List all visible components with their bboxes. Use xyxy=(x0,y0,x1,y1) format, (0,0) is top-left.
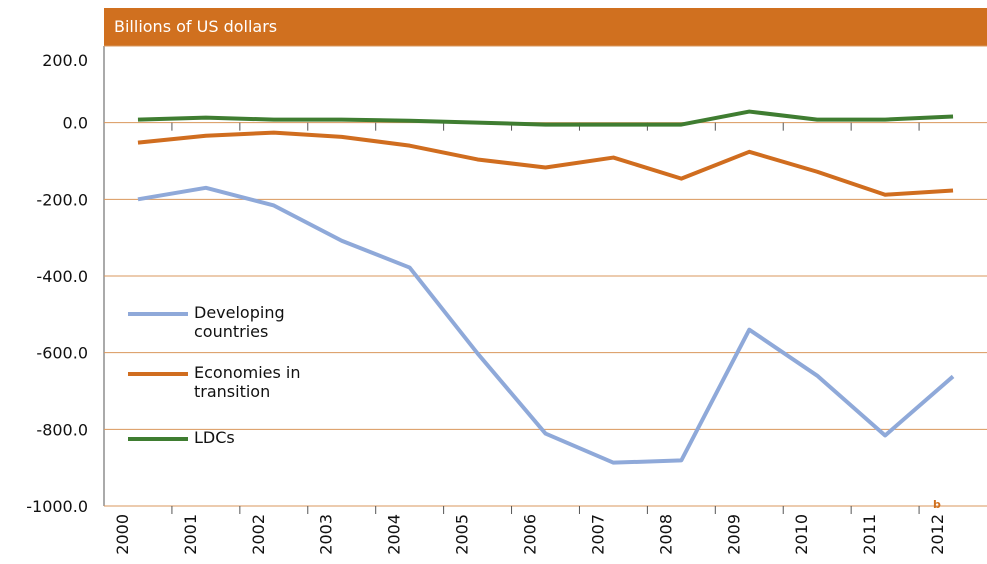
x-tick-label: 2005 xyxy=(453,514,472,555)
x-tick-label: 2002 xyxy=(249,514,268,555)
y-tick-label: -200.0 xyxy=(36,190,88,209)
y-tick-label: -800.0 xyxy=(36,420,88,439)
y-tick-label: -600.0 xyxy=(36,344,88,363)
x-tick-label: 2001 xyxy=(181,514,200,555)
y-tick-label: -1000.0 xyxy=(26,497,88,516)
legend-label: Developing countries xyxy=(194,303,285,341)
x-tick-label: 2009 xyxy=(724,514,743,555)
x-tick-label: 2010 xyxy=(792,514,811,555)
x-tick-label: 2011 xyxy=(860,514,879,555)
legend-label: Economies in transition xyxy=(194,363,301,401)
series-line xyxy=(137,185,955,465)
x-tick-label: 2008 xyxy=(656,514,675,555)
x-tick-label: 2003 xyxy=(317,514,336,555)
x-tick-label: 2000 xyxy=(113,514,132,555)
x-tick-label: 2012 xyxy=(928,514,947,555)
series-line xyxy=(137,109,954,127)
series-line xyxy=(137,130,954,197)
y-tick-label: 200.0 xyxy=(42,51,88,70)
y-tick-label: 0.0 xyxy=(63,114,88,133)
legend-label: LDCs xyxy=(194,428,235,447)
y-tick-label: -400.0 xyxy=(36,267,88,286)
x-tick-label: 2006 xyxy=(521,514,540,555)
x-tick-label: 2004 xyxy=(385,514,404,555)
x-tick-label: 2007 xyxy=(588,514,607,555)
chart-title: Billions of US dollars xyxy=(114,17,277,36)
header-bar xyxy=(104,8,987,46)
annotation: b xyxy=(933,498,941,511)
